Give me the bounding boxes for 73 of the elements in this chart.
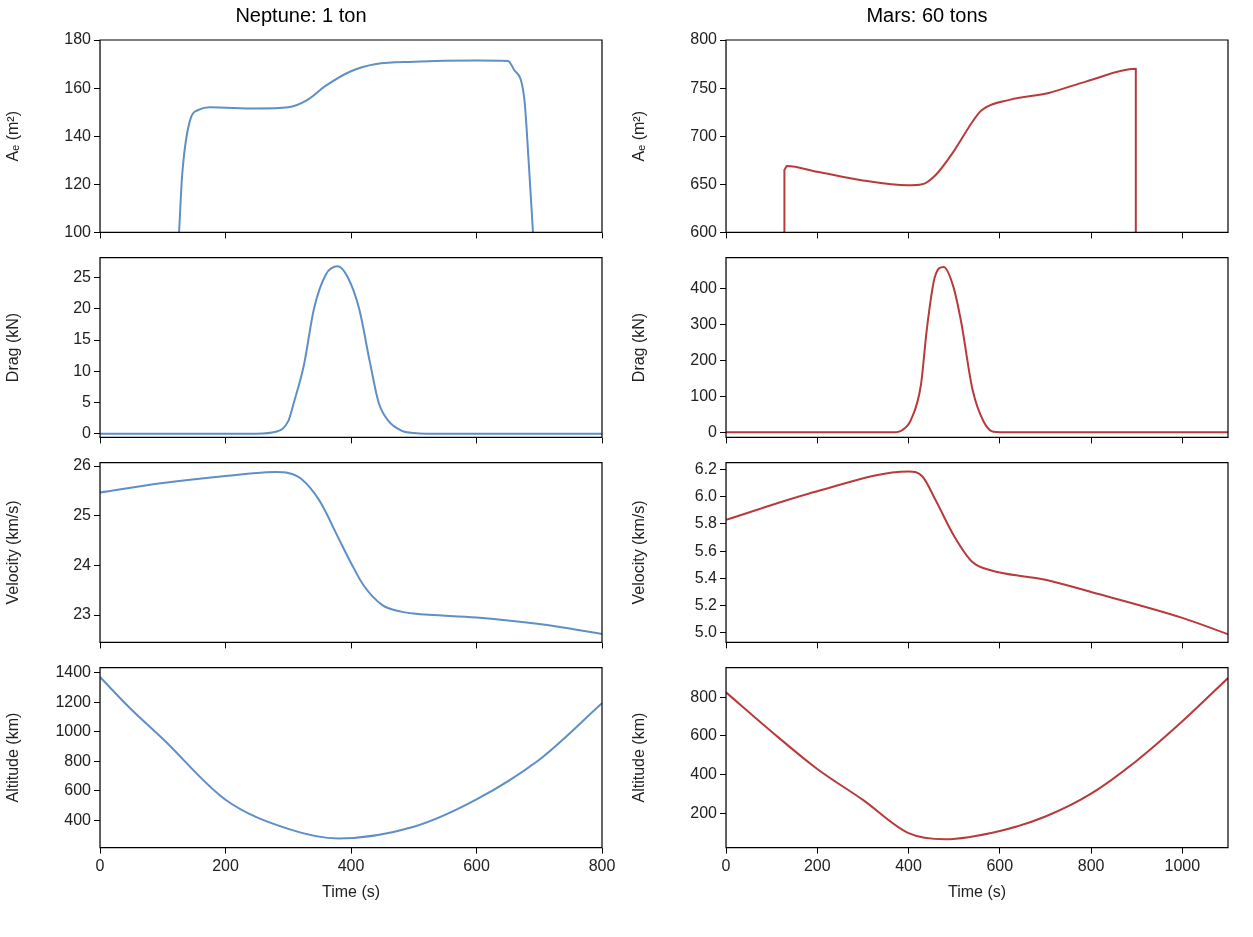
y-tick-label: 160 xyxy=(64,78,92,96)
y-tick-label: 300 xyxy=(690,314,718,332)
y-tick-label: 25 xyxy=(73,506,92,524)
y-tick-label: 120 xyxy=(64,174,92,192)
y-tick-label: 600 xyxy=(690,726,718,744)
line-series xyxy=(178,59,534,233)
x-axis-title: Time (s) xyxy=(947,882,1007,900)
y-tick-label: 100 xyxy=(64,222,92,240)
y-axis-title: Aₑ (m²) xyxy=(630,111,648,162)
y-axis-title: Aₑ (m²) xyxy=(4,111,22,162)
chart-title: Mars: 60 tons xyxy=(866,3,988,26)
y-tick-label: 0 xyxy=(82,424,92,442)
y-tick-label: 26 xyxy=(73,456,92,474)
line-series xyxy=(726,265,1228,434)
y-tick-label: 600 xyxy=(690,222,718,240)
y-tick-label: 25 xyxy=(73,267,92,285)
y-tick-label: 10 xyxy=(73,361,92,379)
y-tick-label: 400 xyxy=(64,810,92,828)
x-tick-label: 1000 xyxy=(1164,856,1201,874)
y-axis-title: Altitude (km) xyxy=(630,712,648,803)
y-tick-label: 1400 xyxy=(55,663,92,681)
y-tick-label: 5.8 xyxy=(694,514,718,532)
y-tick-label: 800 xyxy=(690,30,718,48)
x-tick-label: 200 xyxy=(212,856,239,874)
y-tick-label: 650 xyxy=(690,174,718,192)
y-axis-title: Altitude (km) xyxy=(4,712,22,803)
y-tick-label: 24 xyxy=(73,555,92,573)
y-tick-label: 800 xyxy=(690,687,718,705)
y-axis-title: Velocity (km/s) xyxy=(630,500,648,605)
x-tick-label: 0 xyxy=(95,856,105,874)
x-tick-label: 800 xyxy=(1077,856,1105,874)
y-axis-title: Drag (kN) xyxy=(630,312,648,383)
y-tick-label: 600 xyxy=(64,781,92,799)
y-tick-label: 1000 xyxy=(55,722,92,740)
y-tick-label: 200 xyxy=(690,350,718,368)
x-tick-label: 400 xyxy=(337,856,365,874)
line-series xyxy=(100,676,602,840)
y-tick-label: 200 xyxy=(690,803,718,821)
chart-title: Neptune: 1 ton xyxy=(235,3,367,26)
y-tick-label: 700 xyxy=(690,126,718,144)
y-tick-label: 5.2 xyxy=(694,596,718,614)
y-tick-label: 180 xyxy=(64,30,92,48)
y-tick-label: 5.0 xyxy=(694,623,718,641)
line-series xyxy=(726,470,1228,636)
x-tick-label: 0 xyxy=(721,856,731,874)
y-tick-label: 23 xyxy=(73,605,92,623)
y-tick-label: 0 xyxy=(708,422,718,440)
y-axis-title: Velocity (km/s) xyxy=(4,500,22,605)
y-tick-label: 15 xyxy=(73,330,92,348)
x-tick-label: 400 xyxy=(895,856,922,874)
y-tick-label: 800 xyxy=(64,751,92,769)
line-series xyxy=(100,265,602,435)
y-tick-label: 6.2 xyxy=(694,459,718,477)
y-tick-label: 100 xyxy=(690,386,718,404)
line-series xyxy=(726,677,1228,841)
y-tick-label: 400 xyxy=(690,278,718,296)
line-series xyxy=(783,67,1137,233)
y-tick-label: 5 xyxy=(82,392,92,410)
x-tick-label: 200 xyxy=(803,856,831,874)
y-tick-label: 140 xyxy=(64,126,92,144)
y-tick-label: 400 xyxy=(690,765,718,782)
y-tick-label: 20 xyxy=(73,299,92,317)
y-tick-label: 750 xyxy=(690,78,718,96)
y-axis-title: Drag (kN) xyxy=(4,312,22,383)
y-tick-label: 6.0 xyxy=(694,487,718,505)
x-axis-title: Time (s) xyxy=(321,882,381,900)
x-tick-label: 800 xyxy=(588,856,616,874)
y-tick-label: 5.4 xyxy=(694,568,718,586)
y-tick-label: 5.6 xyxy=(694,541,718,559)
line-series xyxy=(100,471,602,635)
x-tick-label: 600 xyxy=(986,856,1014,874)
x-tick-label: 600 xyxy=(463,856,490,874)
y-tick-label: 1200 xyxy=(55,692,92,710)
